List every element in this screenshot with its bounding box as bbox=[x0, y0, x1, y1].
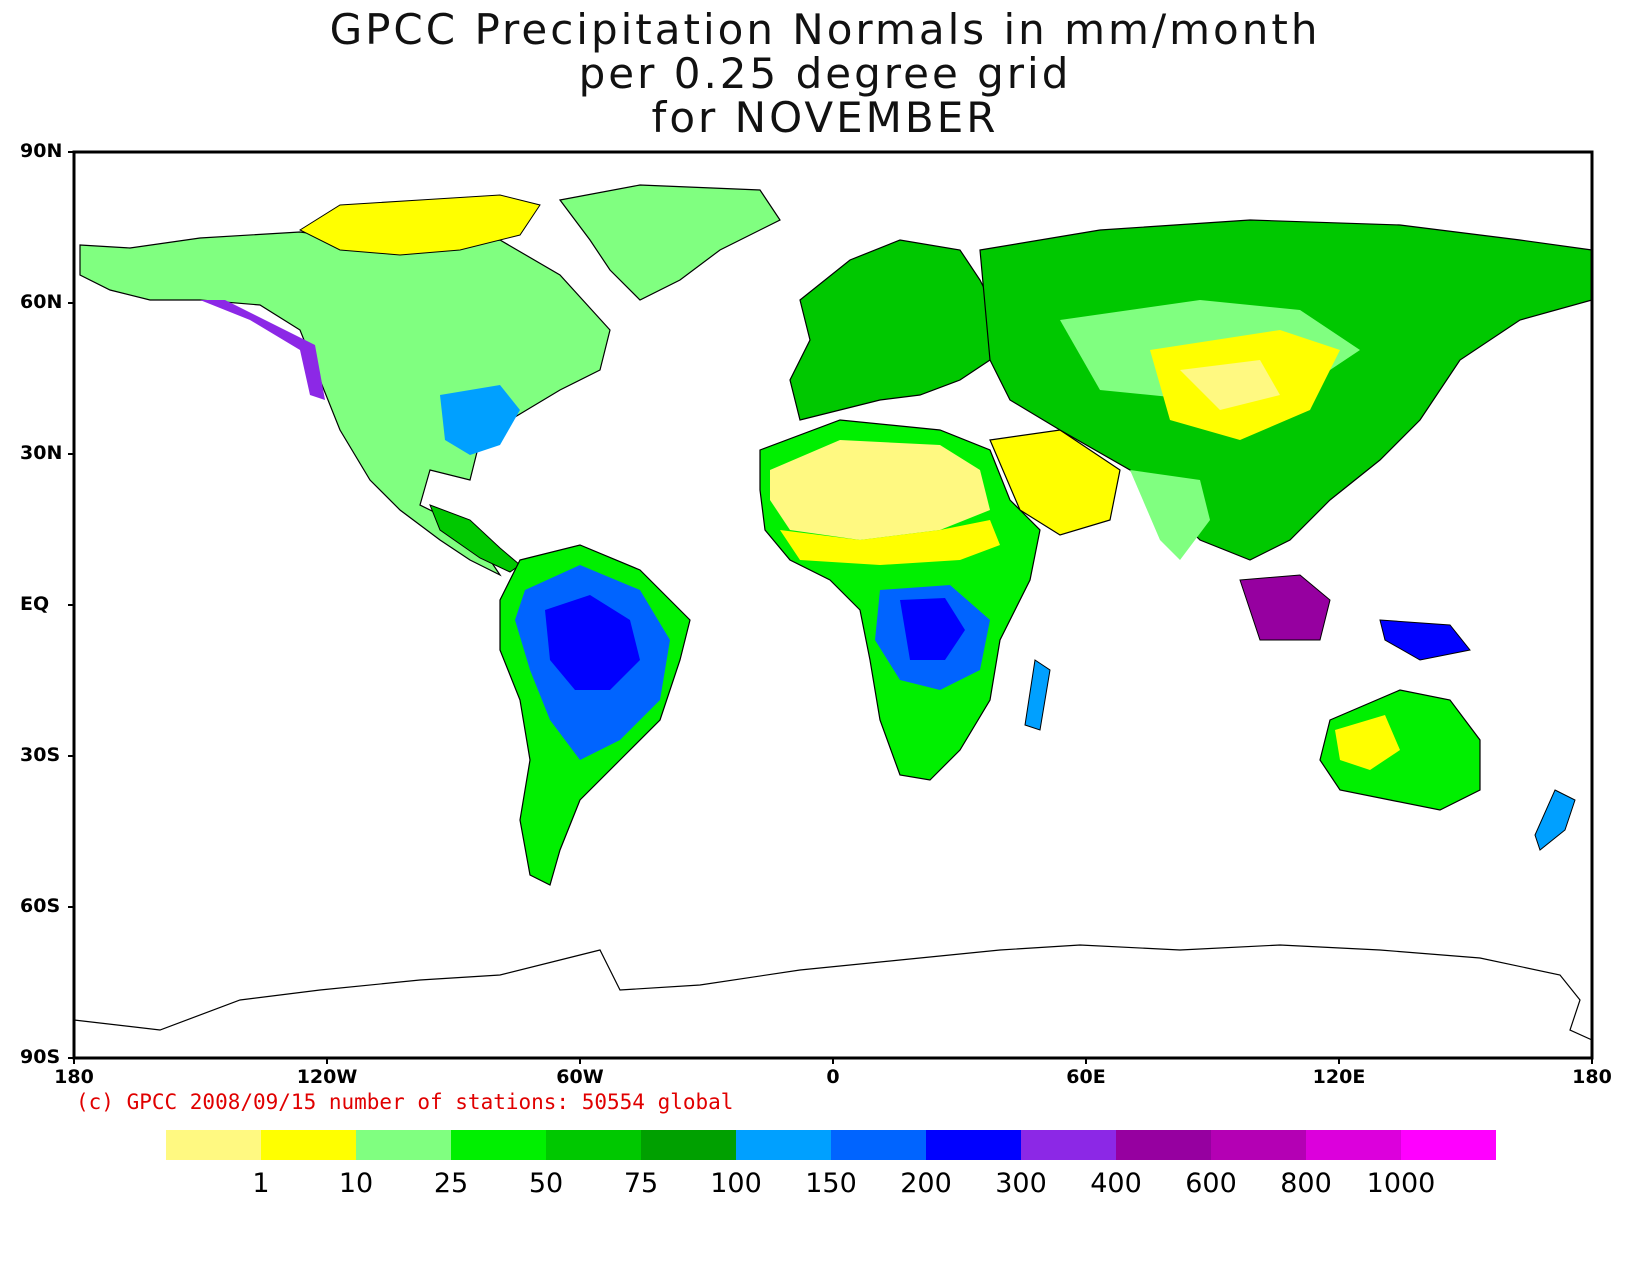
color-scale-swatch bbox=[1116, 1130, 1211, 1160]
lat-tick-label: 30S bbox=[20, 744, 61, 766]
map-land-layer bbox=[74, 184, 1592, 1041]
chart-title-line-1: GPCC Precipitation Normals in mm/month bbox=[329, 5, 1321, 54]
color-scale-swatch bbox=[831, 1130, 926, 1160]
land-maritime-continent bbox=[1239, 574, 1331, 641]
land-greenland bbox=[558, 184, 781, 301]
lat-tick-label: 60S bbox=[20, 895, 61, 917]
antarctica-outline bbox=[74, 944, 1592, 1041]
land-madagascar bbox=[1024, 659, 1051, 731]
region-australia-interior bbox=[1335, 715, 1400, 770]
chart-title-line-2: per 0.25 degree grid bbox=[578, 49, 1072, 98]
land-new-zealand bbox=[1534, 789, 1576, 851]
color-scale-swatch bbox=[1211, 1130, 1306, 1160]
color-scale-label: 1 bbox=[252, 1168, 270, 1199]
color-scale-label: 200 bbox=[900, 1168, 952, 1199]
color-scale-label: 25 bbox=[433, 1168, 469, 1199]
color-scale-swatch bbox=[1306, 1130, 1401, 1160]
color-scale-swatch bbox=[546, 1130, 641, 1160]
land-central-america bbox=[429, 504, 521, 573]
region-congo-core bbox=[900, 598, 965, 660]
color-scale-label: 800 bbox=[1280, 1168, 1332, 1199]
region-amazon-core bbox=[545, 595, 640, 690]
color-scale-swatch bbox=[166, 1130, 261, 1160]
land-arctic-islands bbox=[298, 194, 541, 256]
chart-title-line-3: for NOVEMBER bbox=[651, 93, 999, 142]
color-scale-label: 600 bbox=[1185, 1168, 1237, 1199]
color-scale-swatch bbox=[1021, 1130, 1116, 1160]
lon-tick-label: 60E bbox=[1066, 1066, 1106, 1088]
color-scale-swatch bbox=[641, 1130, 736, 1160]
lat-tick-label: 30N bbox=[20, 442, 63, 464]
lat-tick-label: 90N bbox=[20, 140, 63, 162]
lat-tick-label: 60N bbox=[20, 291, 63, 313]
region-sahara bbox=[770, 440, 990, 540]
color-scale-label: 400 bbox=[1090, 1168, 1142, 1199]
lon-tick-label: 120E bbox=[1312, 1066, 1366, 1088]
lon-tick-label: 120W bbox=[296, 1066, 358, 1088]
color-scale-label: 75 bbox=[623, 1168, 659, 1199]
color-scale-swatch bbox=[1401, 1130, 1496, 1160]
color-scale-swatch bbox=[736, 1130, 831, 1160]
region-sahel bbox=[780, 520, 1000, 565]
credit-line: (c) GPCC 2008/09/15 number of stations: … bbox=[76, 1090, 734, 1114]
precipitation-map bbox=[68, 150, 1594, 1064]
color-scale-label: 10 bbox=[338, 1168, 374, 1199]
region-india bbox=[1130, 470, 1210, 560]
color-scale-label: 50 bbox=[528, 1168, 564, 1199]
tick-marks bbox=[68, 151, 1593, 1064]
lat-tick-label: EQ bbox=[20, 593, 50, 615]
region-eastern-us bbox=[440, 385, 520, 455]
color-scale-label: 300 bbox=[995, 1168, 1047, 1199]
region-pacific-nw bbox=[200, 300, 325, 400]
land-europe bbox=[789, 239, 1001, 421]
region-tarim-dry bbox=[1180, 360, 1280, 410]
color-scale-swatch bbox=[451, 1130, 546, 1160]
color-scale-swatch bbox=[356, 1130, 451, 1160]
lon-tick-label: 0 bbox=[826, 1066, 840, 1088]
lat-tick-label: 90S bbox=[20, 1046, 61, 1068]
color-scale bbox=[166, 1130, 1496, 1160]
lon-tick-label: 180 bbox=[1572, 1066, 1612, 1088]
land-new-guinea bbox=[1379, 619, 1471, 661]
land-north-america bbox=[79, 231, 611, 577]
lon-tick-label: 60W bbox=[556, 1066, 604, 1088]
lon-tick-label: 180 bbox=[54, 1066, 94, 1088]
color-scale-swatch bbox=[261, 1130, 356, 1160]
color-scale-label: 100 bbox=[710, 1168, 762, 1199]
color-scale-label: 150 bbox=[805, 1168, 857, 1199]
color-scale-label: 1000 bbox=[1366, 1168, 1436, 1199]
color-scale-swatch bbox=[926, 1130, 1021, 1160]
